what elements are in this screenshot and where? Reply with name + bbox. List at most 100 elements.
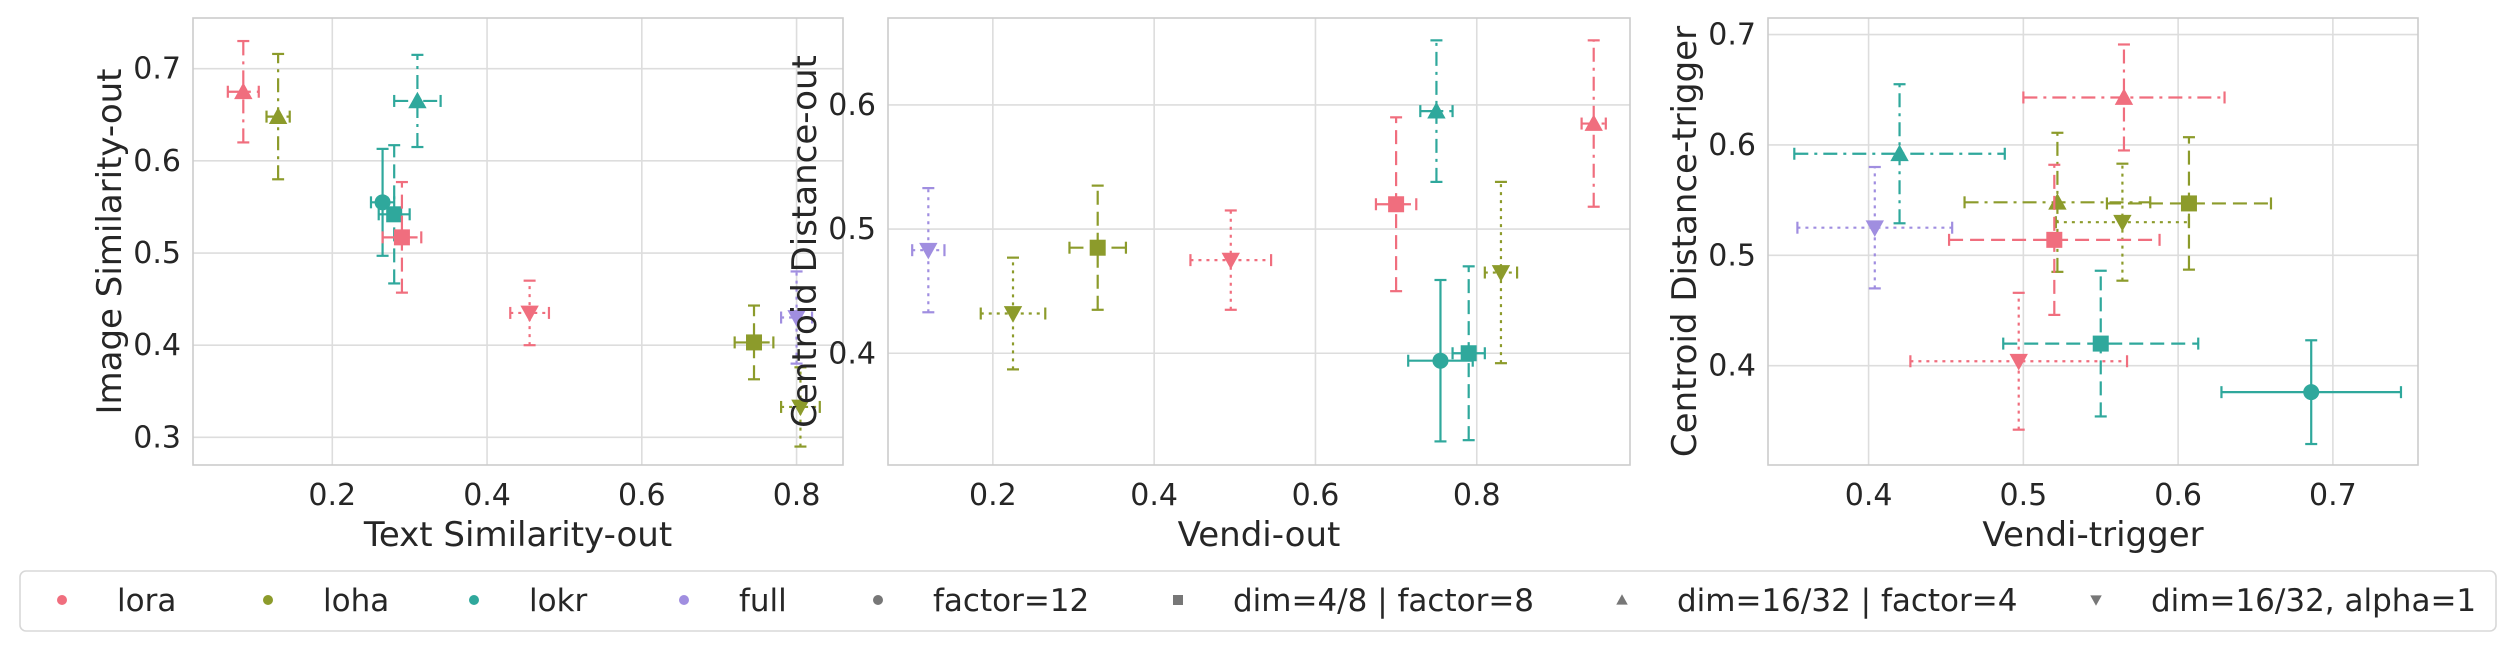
legend-label: loha [323,583,389,619]
y-tick-label: 0.5 [828,212,876,247]
x-axis-label: Vendi-out [1178,515,1341,555]
marker-square [1460,345,1477,362]
legend-item-config: factor=12 [873,583,1089,619]
x-tick-label: 0.4 [463,478,511,513]
x-tick-label: 0.7 [2309,478,2357,513]
y-axis-label: Centroid Distance-out [785,55,825,428]
marker-triangle-down [2113,214,2132,232]
legend-marker-circle [679,595,689,605]
x-tick-label: 0.5 [1999,478,2047,513]
x-tick-label: 0.6 [2154,478,2202,513]
data-point-lora [1580,39,1607,208]
marker-triangle-up [2114,88,2134,105]
y-tick-label: 0.6 [133,144,181,179]
y-tick-label: 0.4 [1708,349,1756,384]
marker-triangle-down [1003,306,1023,323]
y-tick-label: 0.7 [133,52,181,87]
legend-marker-circle [469,595,479,605]
marker-square [2046,231,2063,248]
data-point-lora [509,279,551,347]
legend-label: dim=16/32 | factor=4 [1677,583,2017,619]
legend-marker-triangle-up [1616,594,1628,605]
x-tick-label: 0.2 [969,478,1017,513]
data-point-lora [226,39,260,144]
data-point-full [779,270,814,365]
x-tick-label: 0.2 [308,478,356,513]
data-point-lora [1947,163,2161,316]
marker-triangle-up [2048,193,2067,210]
legend-marker-circle [873,595,883,605]
legend-item-config: dim=4/8 | factor=8 [1173,583,1534,619]
data-point-loha [2105,136,2273,271]
plot-frame [887,17,1631,466]
x-tick-label: 0.4 [1845,478,1893,513]
legend-label: full [739,583,787,619]
x-axis-label: Text Similarity-out [363,515,672,555]
marker-square [2180,195,2197,212]
marker-square [393,229,410,246]
chart-panel-1: 0.2 0.4 0.6 0.8 0.3 0.4 0.5 0.6 0.7 Text Similari… [90,17,844,555]
plot-frame [192,17,844,466]
marker-triangle-down [791,399,810,417]
legend-frame [19,570,2497,632]
y-tick-label: 0.4 [828,336,876,371]
data-point-lokr [1419,39,1454,183]
x-tick-label: 0.8 [773,478,821,513]
legend: lora loha lokr full factor=12 dim=4/8 | facto… [19,570,2497,632]
marker-square [2092,335,2109,352]
plot-frame [1767,17,2419,466]
marker-triangle-up [1584,114,1603,131]
y-axis-label: Image Similarity-out [90,68,130,414]
legend-item-algo: full [679,583,787,619]
data-point-lora [381,180,423,294]
data-point-loha [2054,162,2191,282]
data-point-loha [265,52,291,181]
marker-triangle-down [919,242,938,260]
data-point-lokr [377,144,411,285]
chart-panel-3: 0.4 0.5 0.6 0.7 0.4 0.5 0.6 0.7 Vendi-trigger Cen… [1665,17,2419,555]
marker-square [1089,239,1106,256]
x-tick-label: 0.4 [1130,478,1178,513]
marker-square [1388,196,1405,213]
y-tick-label: 0.3 [133,420,181,455]
y-tick-label: 0.6 [1708,128,1756,163]
x-tick-label: 0.8 [1453,478,1501,513]
data-point-lora [1374,116,1418,293]
data-point-full [1796,165,1954,290]
marker-triangle-up [1890,144,1909,162]
y-tick-label: 0.4 [133,328,181,363]
legend-label: factor=12 [933,583,1089,619]
legend-label: dim=4/8 | factor=8 [1233,583,1534,619]
marker-triangle-up [268,107,288,124]
y-tick-label: 0.6 [828,88,876,123]
data-point-loha [1963,131,2152,273]
marker-triangle-down [2009,353,2028,371]
data-point-loha [779,366,821,448]
data-point-lora [1909,291,2129,431]
data-point-lokr [2220,339,2403,446]
data-point-lokr [393,53,442,149]
data-point-lora [1189,209,1273,311]
marker-square [386,206,403,223]
data-point-lokr [2002,269,2200,418]
legend-marker-triangle-down [2090,595,2102,606]
legend-item-config: dim=16/32 | factor=4 [1616,583,2017,619]
marker-triangle-down [520,305,539,323]
legend-item-algo: lora [57,583,176,619]
x-tick-label: 0.6 [1292,478,1340,513]
data-point-loha [1068,184,1128,311]
y-axis-label: Centroid Distance-trigger [1665,26,1705,457]
marker-triangle-down [1865,220,1884,237]
data-point-full [911,187,946,314]
data-point-lokr [1793,83,2006,225]
data-point-lokr [1451,265,1486,442]
y-tick-label: 0.5 [1708,238,1756,273]
marker-circle [1432,352,1449,369]
y-tick-label: 0.7 [1708,18,1756,53]
data-point-loha [733,304,775,381]
marker-triangle-down [1221,252,1240,270]
marker-triangle-up [408,91,427,109]
marker-triangle-down [787,310,806,327]
